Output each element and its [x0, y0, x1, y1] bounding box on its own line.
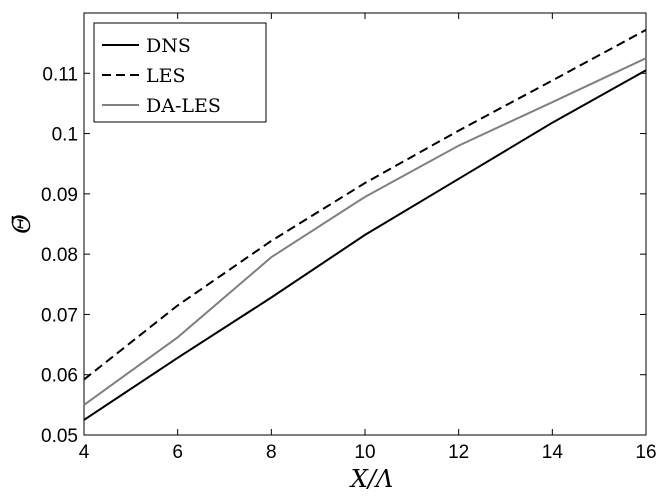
x-tick-label: 8 — [266, 442, 277, 463]
series-line-les — [83, 29, 647, 381]
series-line-da-les — [83, 57, 647, 406]
x-tick-label: 14 — [542, 442, 564, 463]
y-tick-label: 0.06 — [41, 366, 78, 387]
x-axis-label: X/Λ — [349, 465, 394, 493]
x-tick-label: 12 — [448, 442, 469, 463]
series-layer — [83, 29, 647, 421]
y-tick-label: 0.1 — [52, 125, 78, 146]
legend-label-dns: DNS — [146, 35, 191, 57]
series-line-dns — [83, 69, 647, 421]
y-tick-label: 0.05 — [41, 426, 78, 447]
tick-layer: 4 6 8 10 12 14 16 0.05 0.06 0.07 0.08 0.09 0.1 0.11 — [41, 13, 657, 463]
y-axis-label: Θ̄ — [8, 214, 36, 234]
x-tick-label: 4 — [79, 442, 90, 463]
y-tick-label: 0.08 — [41, 245, 78, 266]
x-tick-label: 6 — [172, 442, 183, 463]
legend: DNS LES DA-LES — [93, 22, 267, 123]
legend-label-les: LES — [146, 65, 186, 87]
x-tick-label: 10 — [354, 442, 375, 463]
x-tick-label: 16 — [635, 442, 656, 463]
y-tick-label: 0.11 — [42, 64, 78, 85]
y-tick-label: 0.07 — [41, 305, 78, 326]
y-tick-label: 0.09 — [41, 185, 78, 206]
legend-label-da-les: DA-LES — [146, 95, 221, 117]
